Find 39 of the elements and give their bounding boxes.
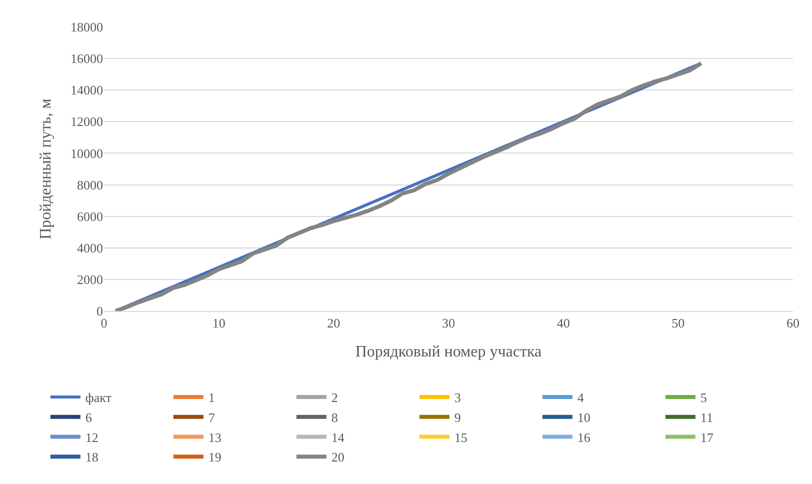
legend-label: 20 [331, 450, 344, 465]
legend-label: 8 [331, 410, 338, 425]
x-tick-label: 20 [327, 316, 340, 331]
x-tick-label: 40 [556, 316, 570, 331]
legend-label: 9 [454, 410, 461, 425]
y-tick-label: 14000 [70, 82, 103, 98]
legend-label: 17 [700, 430, 714, 445]
legend-label: 15 [454, 430, 468, 445]
y-tick-label: 2000 [77, 272, 103, 287]
y-tick-label: 12000 [70, 114, 103, 130]
legend-label: 13 [208, 430, 222, 445]
legend-label: 16 [577, 430, 591, 445]
x-axis-title: Порядковый номер участка [355, 343, 542, 360]
y-tick-label: 16000 [70, 51, 103, 66]
legend-label: 11 [700, 410, 713, 425]
x-tick-label: 30 [442, 316, 455, 331]
y-tick-label: 0 [96, 304, 103, 319]
legend-label: 14 [331, 430, 345, 445]
legend-label: 2 [331, 390, 338, 406]
legend-label: факт [85, 390, 112, 406]
legend-label: 10 [577, 410, 590, 425]
y-tick-label: 4000 [77, 240, 103, 256]
legend-label: 19 [208, 450, 222, 465]
y-tick-label: 6000 [77, 208, 103, 224]
legend-label: 12 [85, 430, 98, 445]
legend-label: 6 [85, 410, 92, 425]
x-tick-label: 10 [212, 316, 226, 331]
legend-label: 18 [85, 450, 98, 465]
x-tick-label: 50 [672, 316, 685, 331]
x-tick-label: 60 [786, 316, 800, 331]
legend-label: 4 [577, 390, 584, 406]
y-tick-label: 8000 [77, 177, 103, 192]
legend-label: 1 [208, 390, 215, 406]
legend-label: 7 [208, 410, 216, 425]
legend-label: 5 [700, 390, 707, 406]
y-axis-title: Пройденный путь, м [37, 98, 54, 240]
y-tick-label: 18000 [70, 20, 103, 35]
legend-label: 3 [454, 390, 461, 406]
y-tick-label: 10000 [70, 146, 103, 161]
